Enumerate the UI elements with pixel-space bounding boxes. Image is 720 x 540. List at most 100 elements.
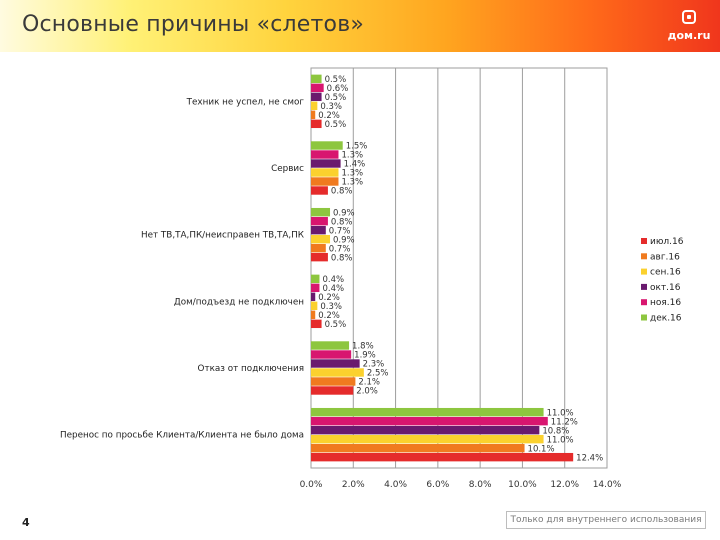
data-label: 0.5% — [325, 75, 347, 85]
data-label: 0.4% — [322, 275, 344, 285]
data-label: 2.5% — [367, 369, 389, 379]
bar-авг.16 — [311, 110, 316, 120]
bar-окт.16 — [311, 292, 316, 302]
bar-ноя.16 — [311, 83, 324, 93]
data-label: 0.2% — [318, 311, 340, 321]
bar-дек.16 — [311, 74, 322, 84]
legend-swatch — [641, 299, 647, 306]
bar-дек.16 — [311, 341, 350, 350]
data-label: 1.9% — [354, 351, 376, 361]
data-label: 0.5% — [325, 93, 347, 103]
data-label: 0.9% — [333, 208, 355, 218]
legend-swatch — [641, 268, 647, 275]
legend-label: ноя.16 — [650, 298, 681, 308]
x-tick-label: 8.0% — [469, 480, 492, 490]
bar-сен.16 — [311, 434, 544, 444]
category-label: Дом/подъезд не подключен — [174, 297, 304, 307]
x-tick-label: 14.0% — [593, 480, 622, 490]
data-label: 11.2% — [551, 417, 578, 427]
bar-сен.16 — [311, 101, 318, 111]
bar-дек.16 — [311, 141, 343, 150]
bar-авг.16 — [311, 310, 316, 320]
bar-ноя.16 — [311, 416, 548, 426]
category-label: Отказ от подключения — [198, 364, 304, 374]
data-label: 0.8% — [331, 253, 353, 263]
data-label: 2.1% — [358, 378, 380, 388]
data-label: 0.3% — [320, 302, 342, 312]
data-label: 1.8% — [352, 342, 374, 352]
category-label: Сервис — [271, 164, 304, 174]
legend-swatch — [641, 314, 647, 321]
x-tick-label: 4.0% — [384, 480, 407, 490]
data-label: 2.0% — [356, 387, 378, 397]
data-label: 11.0% — [547, 435, 574, 445]
legend-label: июл.16 — [650, 237, 684, 247]
bar-дек.16 — [311, 274, 320, 284]
data-label: 0.5% — [325, 320, 347, 330]
logo: дом.ru — [660, 4, 718, 48]
data-label: 0.8% — [331, 217, 353, 227]
data-label: 0.5% — [325, 120, 347, 130]
bar-окт.16 — [311, 159, 341, 168]
plot-area — [310, 67, 608, 469]
data-label: 0.3% — [320, 102, 342, 112]
data-label: 1.3% — [341, 151, 363, 161]
legend-label: дек.16 — [650, 314, 682, 324]
data-label: 10.1% — [528, 444, 555, 454]
data-label: 12.4% — [576, 453, 603, 463]
bar-июл.16 — [311, 319, 322, 329]
bar-авг.16 — [311, 443, 525, 453]
page-number: 4 — [22, 516, 30, 529]
data-label: 0.4% — [322, 284, 344, 294]
data-label: 1.3% — [341, 178, 363, 188]
logo-text: дом.ru — [667, 29, 711, 42]
bar-авг.16 — [311, 243, 326, 253]
bar-ноя.16 — [311, 283, 320, 293]
bar-сен.16 — [311, 234, 331, 244]
data-label: 10.8% — [542, 426, 569, 436]
footer-note: Только для внутреннего использования — [506, 511, 706, 529]
data-label: 0.7% — [329, 226, 351, 236]
data-label: 0.6% — [327, 84, 349, 94]
bar-сен.16 — [311, 368, 364, 377]
bar-ноя.16 — [311, 350, 352, 359]
bar-окт.16 — [311, 425, 540, 435]
page-title: Основные причины «слетов» — [22, 12, 365, 37]
legend-label: авг.16 — [650, 252, 680, 262]
legend-label: окт.16 — [650, 283, 681, 293]
data-label: 0.2% — [318, 111, 340, 121]
bar-сен.16 — [311, 301, 318, 311]
bar-окт.16 — [311, 225, 326, 235]
data-label: 0.7% — [329, 244, 351, 254]
bar-июл.16 — [311, 452, 574, 462]
x-tick-label: 0.0% — [300, 480, 323, 490]
bar-июл.16 — [311, 386, 354, 395]
category-label: Техник не успел, не смог — [186, 97, 305, 107]
bar-июл.16 — [311, 186, 328, 195]
data-label: 1.5% — [346, 142, 368, 152]
data-label: 0.8% — [331, 187, 353, 197]
bar-авг.16 — [311, 377, 356, 386]
legend-label: сен.16 — [650, 268, 681, 278]
bar-июл.16 — [311, 252, 328, 262]
data-label: 0.9% — [333, 235, 355, 245]
category-label: Нет ТВ,ТА,ПК/неисправен ТВ,ТА,ПК — [141, 231, 305, 241]
bar-окт.16 — [311, 359, 360, 368]
logo-icon — [682, 10, 696, 24]
bar-дек.16 — [311, 407, 544, 417]
data-label: 1.3% — [341, 169, 363, 179]
data-label: 2.3% — [363, 360, 385, 370]
x-tick-label: 2.0% — [342, 480, 365, 490]
bar-июл.16 — [311, 119, 322, 129]
legend-swatch — [641, 238, 647, 244]
x-tick-label: 12.0% — [550, 480, 579, 490]
bar-ноя.16 — [311, 216, 328, 226]
bar-ноя.16 — [311, 150, 339, 159]
x-tick-label: 10.0% — [508, 480, 537, 490]
header-banner: Основные причины «слетов» дом.ru — [0, 0, 720, 52]
bar-дек.16 — [311, 207, 331, 217]
legend-swatch — [641, 253, 647, 260]
bar-авг.16 — [311, 177, 339, 186]
bar-окт.16 — [311, 92, 322, 102]
